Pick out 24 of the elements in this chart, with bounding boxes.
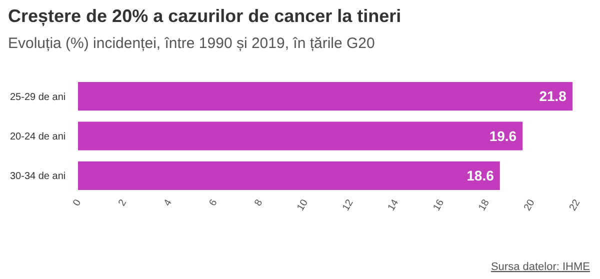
x-tick-label: 22: [568, 197, 583, 213]
chart-title: Creștere de 20% a cazurilor de cancer la tineri: [8, 6, 402, 27]
y-tick-label: 25-29 de ani: [10, 92, 66, 103]
y-tick-label: 20-24 de ani: [10, 132, 66, 142]
x-tick-label: 10: [295, 197, 311, 213]
x-tick-label: 6: [207, 197, 220, 208]
x-tick-label: 4: [162, 197, 175, 208]
data-label: 19.6: [489, 128, 517, 144]
x-tick-label: 12: [340, 197, 356, 213]
bar: [78, 82, 572, 111]
x-tick-label: 8: [252, 197, 266, 208]
bar: [78, 161, 500, 190]
x-tick-label: 2: [116, 197, 130, 208]
bar: [78, 122, 523, 150]
chart-subtitle: Evoluția (%) incidenței, între 1990 și 2019, în țările G20: [8, 35, 375, 52]
x-tick-label: 16: [431, 197, 447, 213]
data-label: 21.8: [539, 88, 567, 104]
x-tick-label: 18: [476, 197, 492, 213]
x-tick-label: 14: [386, 197, 402, 213]
x-tick-label: 0: [71, 197, 84, 208]
y-tick-label: 30-34 de ani: [10, 171, 66, 182]
x-tick-label: 20: [522, 197, 538, 213]
text: Sursa datelor: IHME: [490, 261, 590, 273]
data-label: 18.6: [466, 168, 494, 184]
